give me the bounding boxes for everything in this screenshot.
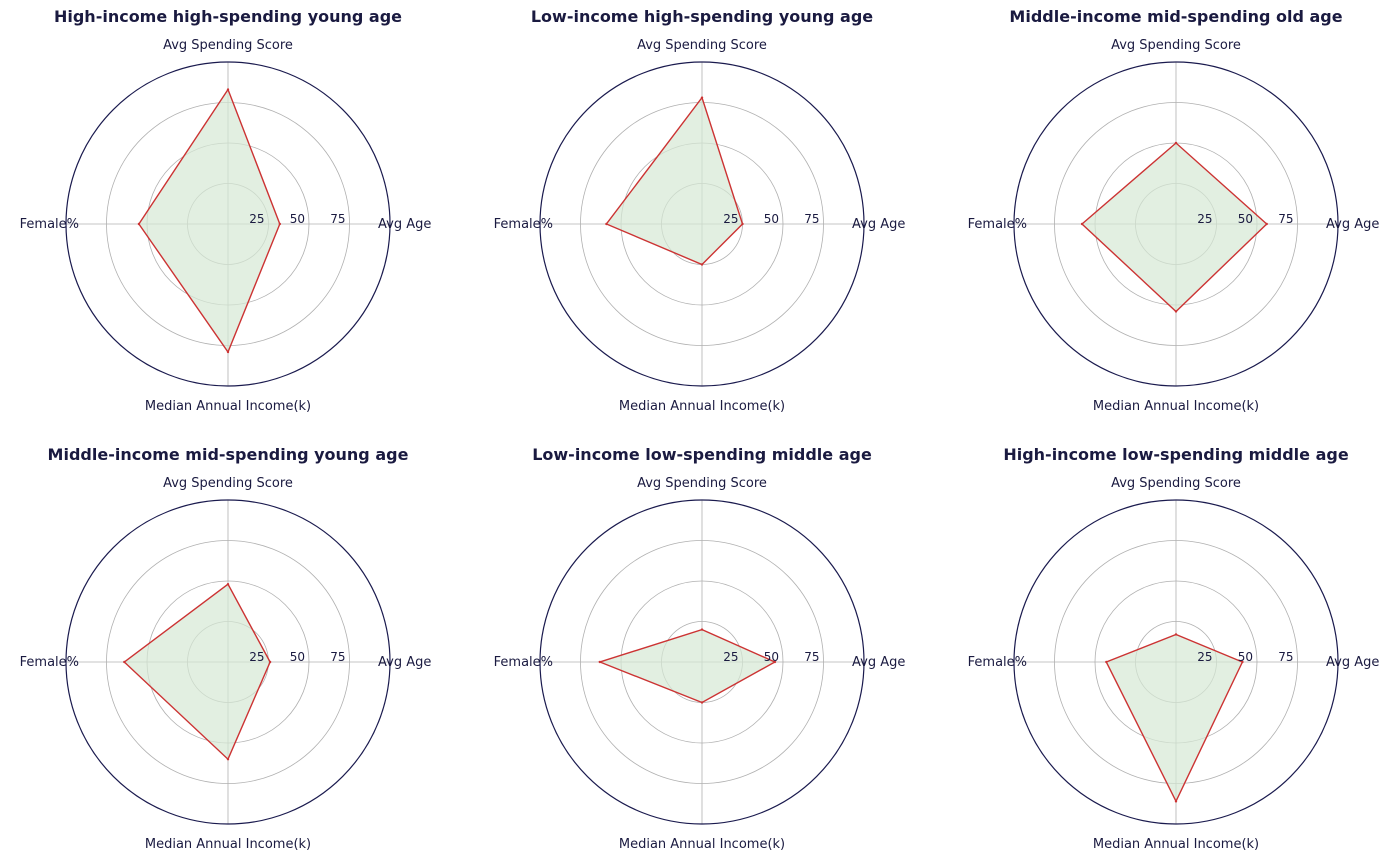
tick-label: 75: [804, 212, 819, 226]
axis-label: Female%: [20, 655, 79, 670]
tick-label: 75: [330, 212, 345, 226]
tick-label: 25: [1197, 650, 1212, 664]
axis-label: Median Annual Income(k): [145, 399, 311, 414]
data-point-4: [700, 263, 704, 266]
data-point-4: [1174, 310, 1178, 313]
axis-label: Median Annual Income(k): [619, 837, 785, 852]
outer-ring: [65, 61, 391, 387]
axis-label: Female%: [968, 217, 1027, 232]
series-fill: [124, 584, 271, 760]
axis-label: Avg Age: [378, 655, 431, 670]
chart-title: Middle-income mid-spending old age: [1009, 7, 1342, 26]
outer-ring: [539, 61, 865, 387]
axis-label: Avg Spending Score: [163, 476, 293, 491]
axis-label: Median Annual Income(k): [1093, 837, 1259, 852]
radar-chart-3: Middle-income mid-spending old age 25 50 75…: [968, 7, 1380, 414]
axis-label: Avg Spending Score: [163, 38, 293, 53]
radar-chart-1: High-income high-spending young age 25 50 7…: [20, 7, 432, 414]
tick-label: 25: [249, 212, 264, 226]
data-point-3: [123, 660, 126, 664]
outer-ring: [65, 499, 391, 825]
chart-title: Low-income low-spending middle age: [532, 445, 872, 464]
tick-label: 25: [1197, 212, 1212, 226]
data-point-4: [700, 701, 704, 704]
axis-label: Female%: [494, 217, 553, 232]
data-point-2: [700, 96, 704, 99]
tick-label: 50: [764, 212, 779, 226]
tick-label: 50: [290, 212, 305, 226]
data-point-1: [773, 660, 777, 664]
data-point-3: [1105, 660, 1108, 664]
data-point-4: [226, 758, 230, 761]
outer-ring: [539, 499, 865, 825]
axis-label: Median Annual Income(k): [145, 837, 311, 852]
axis-label: Avg Age: [378, 217, 431, 232]
tick-label: 25: [249, 650, 264, 664]
axis-label: Avg Age: [852, 217, 905, 232]
data-point-1: [278, 222, 282, 226]
data-point-3: [598, 660, 602, 664]
tick-label: 75: [804, 650, 819, 664]
tick-label: 75: [1278, 212, 1293, 226]
tick-label: 50: [1238, 650, 1253, 664]
chart-title: High-income low-spending middle age: [1003, 445, 1348, 464]
data-point-1: [741, 222, 744, 226]
outer-ring: [1013, 61, 1339, 387]
axis-label: Female%: [494, 655, 553, 670]
axis-label: Female%: [20, 217, 79, 232]
tick-label: 25: [723, 650, 738, 664]
series-fill: [599, 629, 775, 703]
axis-label: Female%: [968, 655, 1027, 670]
axis-label: Avg Spending Score: [1111, 476, 1241, 491]
data-point-2: [226, 583, 230, 586]
data-point-1: [268, 660, 272, 664]
data-point-2: [1174, 633, 1178, 636]
tick-label: 50: [1238, 212, 1253, 226]
data-point-4: [1174, 800, 1178, 803]
data-point-3: [137, 222, 141, 226]
axis-label: Avg Age: [852, 655, 905, 670]
radar-chart-5: Low-income low-spending middle age 25 50 75…: [494, 445, 906, 852]
chart-title: High-income high-spending young age: [54, 7, 402, 26]
data-point-3: [1080, 222, 1084, 226]
axis-label: Avg Age: [1326, 217, 1379, 232]
tick-label: 50: [290, 650, 305, 664]
tick-label: 25: [723, 212, 738, 226]
radar-chart-6: High-income low-spending middle age 25 50 7…: [968, 445, 1380, 852]
outer-ring: [1013, 499, 1339, 825]
radar-chart-2: Low-income high-spending young age 25 50 75…: [494, 7, 906, 414]
tick-label: 75: [1278, 650, 1293, 664]
axis-label: Median Annual Income(k): [1093, 399, 1259, 414]
data-point-1: [1265, 222, 1268, 226]
axis-label: Avg Spending Score: [1111, 38, 1241, 53]
data-point-4: [226, 350, 230, 354]
series-fill: [606, 97, 743, 265]
series-fill: [1106, 634, 1243, 802]
data-point-3: [605, 222, 608, 226]
radar-chart-4: Middle-income mid-spending young age 25 50…: [20, 445, 432, 852]
series-fill: [1082, 143, 1267, 312]
data-point-1: [1241, 660, 1244, 664]
data-point-2: [226, 88, 230, 91]
axis-label: Avg Spending Score: [637, 476, 767, 491]
axis-label: Avg Age: [1326, 655, 1379, 670]
axis-label: Median Annual Income(k): [619, 399, 785, 414]
data-point-2: [1174, 141, 1178, 145]
data-point-2: [700, 628, 704, 631]
axis-label: Avg Spending Score: [637, 38, 767, 53]
tick-label: 75: [330, 650, 345, 664]
series-fill: [138, 89, 280, 352]
chart-title: Middle-income mid-spending young age: [48, 445, 409, 464]
chart-title: Low-income high-spending young age: [531, 7, 873, 26]
tick-label: 50: [764, 650, 779, 664]
